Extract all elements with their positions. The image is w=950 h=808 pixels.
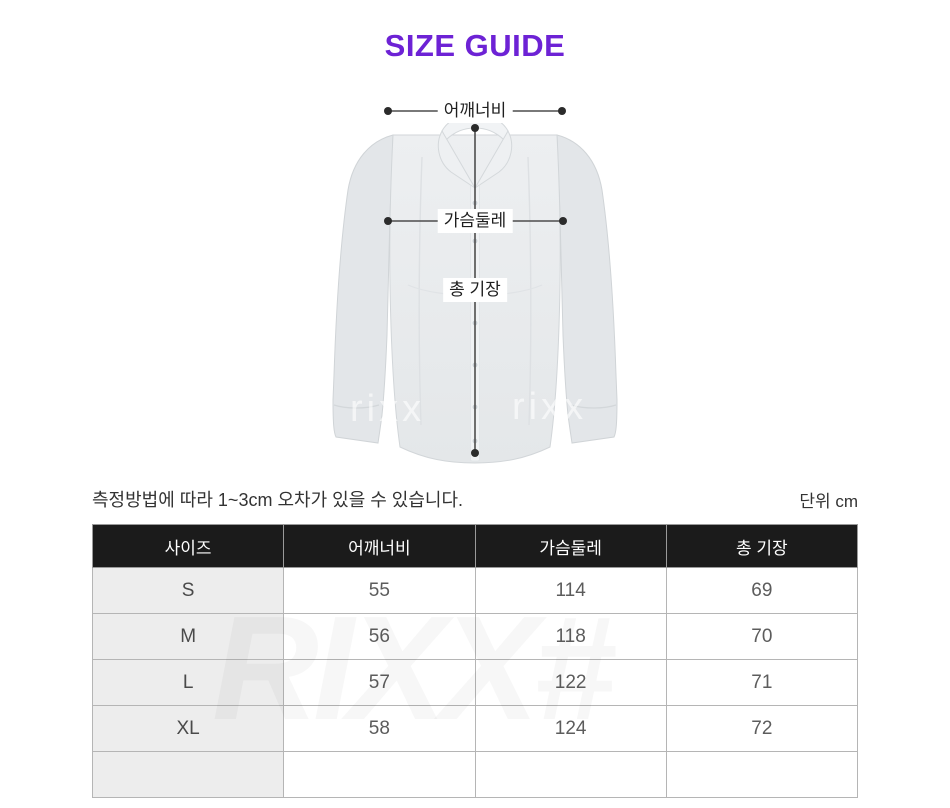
unit-label: 단위 cm <box>799 492 858 511</box>
measurement-overlay <box>384 107 567 457</box>
shirt-collar-left <box>437 129 476 189</box>
cell-length: 70 <box>665 613 859 660</box>
cell-length: 72 <box>665 705 859 752</box>
cell-shoulder: 57 <box>283 659 476 706</box>
cell-shoulder: 56 <box>283 613 476 660</box>
measure-endpoint-dots <box>384 107 567 457</box>
cell-chest: 122 <box>474 659 667 706</box>
cell-size: XL <box>91 705 285 752</box>
shirt-left-sleeve <box>332 134 394 444</box>
cell-shoulder <box>283 751 476 798</box>
cell-chest: 124 <box>474 705 667 752</box>
cell-chest <box>474 751 667 798</box>
shirt-fold-right <box>527 156 532 426</box>
size-table: 사이즈 어깨너비 가슴둘레 총 기장 S 55 114 69 M 56 118 <box>91 524 859 798</box>
total-length-label: 총 기장 <box>443 278 507 302</box>
table-header-row: 사이즈 어깨너비 가슴둘레 총 기장 <box>91 524 859 568</box>
page-title: SIZE GUIDE <box>384 28 566 63</box>
size-table-wrap: 사이즈 어깨너비 가슴둘레 총 기장 S 55 114 69 M 56 118 <box>91 524 859 798</box>
chest-girth-label: 가슴둘레 <box>437 209 513 233</box>
table-row: XL 58 124 72 <box>91 705 859 752</box>
note-row: 측정방법에 따라 1~3cm 오차가 있을 수 있습니다. 단위 cm <box>92 486 858 512</box>
cell-length <box>665 751 859 798</box>
cell-size: L <box>91 659 285 706</box>
header-length: 총 기장 <box>665 524 859 568</box>
header-size: 사이즈 <box>91 524 285 568</box>
cell-length: 69 <box>665 567 859 614</box>
shirt-right-sleeve <box>556 134 618 444</box>
shirt-figure: 어깨너비 가슴둘레 총 기장 rixx rixx <box>290 85 670 485</box>
header-chest: 가슴둘레 <box>474 524 667 568</box>
table-row: M 56 118 70 <box>91 613 859 660</box>
table-row: S 55 114 69 <box>91 567 859 614</box>
shoulder-width-label: 어깨너비 <box>437 99 513 123</box>
cell-shoulder: 55 <box>283 567 476 614</box>
shirt-right-cuff <box>570 404 617 409</box>
shirt-left-cuff <box>333 404 380 409</box>
header-shoulder: 어깨너비 <box>283 524 476 568</box>
cell-chest: 118 <box>474 613 667 660</box>
measurement-tolerance-note: 측정방법에 따라 1~3cm 오차가 있을 수 있습니다. <box>92 490 464 510</box>
table-row-empty <box>91 751 859 798</box>
cell-size: M <box>91 613 285 660</box>
shirt-fold-left <box>418 156 423 426</box>
cell-size: S <box>91 567 285 614</box>
cell-size <box>91 751 285 798</box>
table-row: L 57 122 71 <box>91 659 859 706</box>
shirt-collar-right <box>474 129 513 189</box>
cell-chest: 114 <box>474 567 667 614</box>
cell-shoulder: 58 <box>283 705 476 752</box>
cell-length: 71 <box>665 659 859 706</box>
